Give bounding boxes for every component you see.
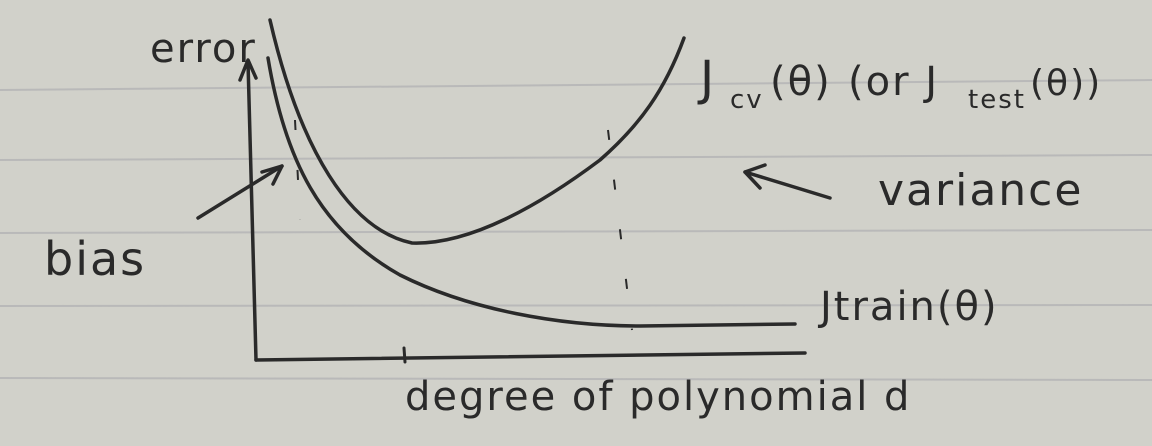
axes [238,58,807,364]
jcv-label-note-sub: test [968,85,1026,115]
jcv-label: J cv (θ) (or J test (θ)) [697,51,1102,115]
x-axis [254,351,807,362]
bias-arrowhead [260,164,284,186]
jcv-curve [268,18,686,245]
x-axis-tick [402,346,407,364]
y-axis-arrowhead [238,58,258,82]
bias-label: bias [44,232,146,286]
jtrain-curve [266,56,797,328]
jcv-label-note-end: (θ)) [1030,63,1102,104]
ruled-lines [0,79,1152,381]
variance-arrow [743,170,832,200]
jcv-label-main: J [697,51,716,107]
bias-arrow [196,164,284,220]
y-axis [246,60,258,362]
dashed-guide-left [294,119,301,221]
jcv-label-sub: cv [730,85,764,115]
variance-label: variance [878,165,1083,216]
x-axis-label: degree of polynomial d [405,374,911,420]
jcv-label-arg: (θ) [770,59,832,105]
variance-arrowhead [743,163,767,190]
dashed-guides [294,119,633,331]
y-axis-label: error [150,26,257,72]
jcv-label-note: (or J [848,59,939,105]
jtrain-label: Jtrain(θ) [817,284,999,330]
dashed-guide-right [607,129,633,331]
